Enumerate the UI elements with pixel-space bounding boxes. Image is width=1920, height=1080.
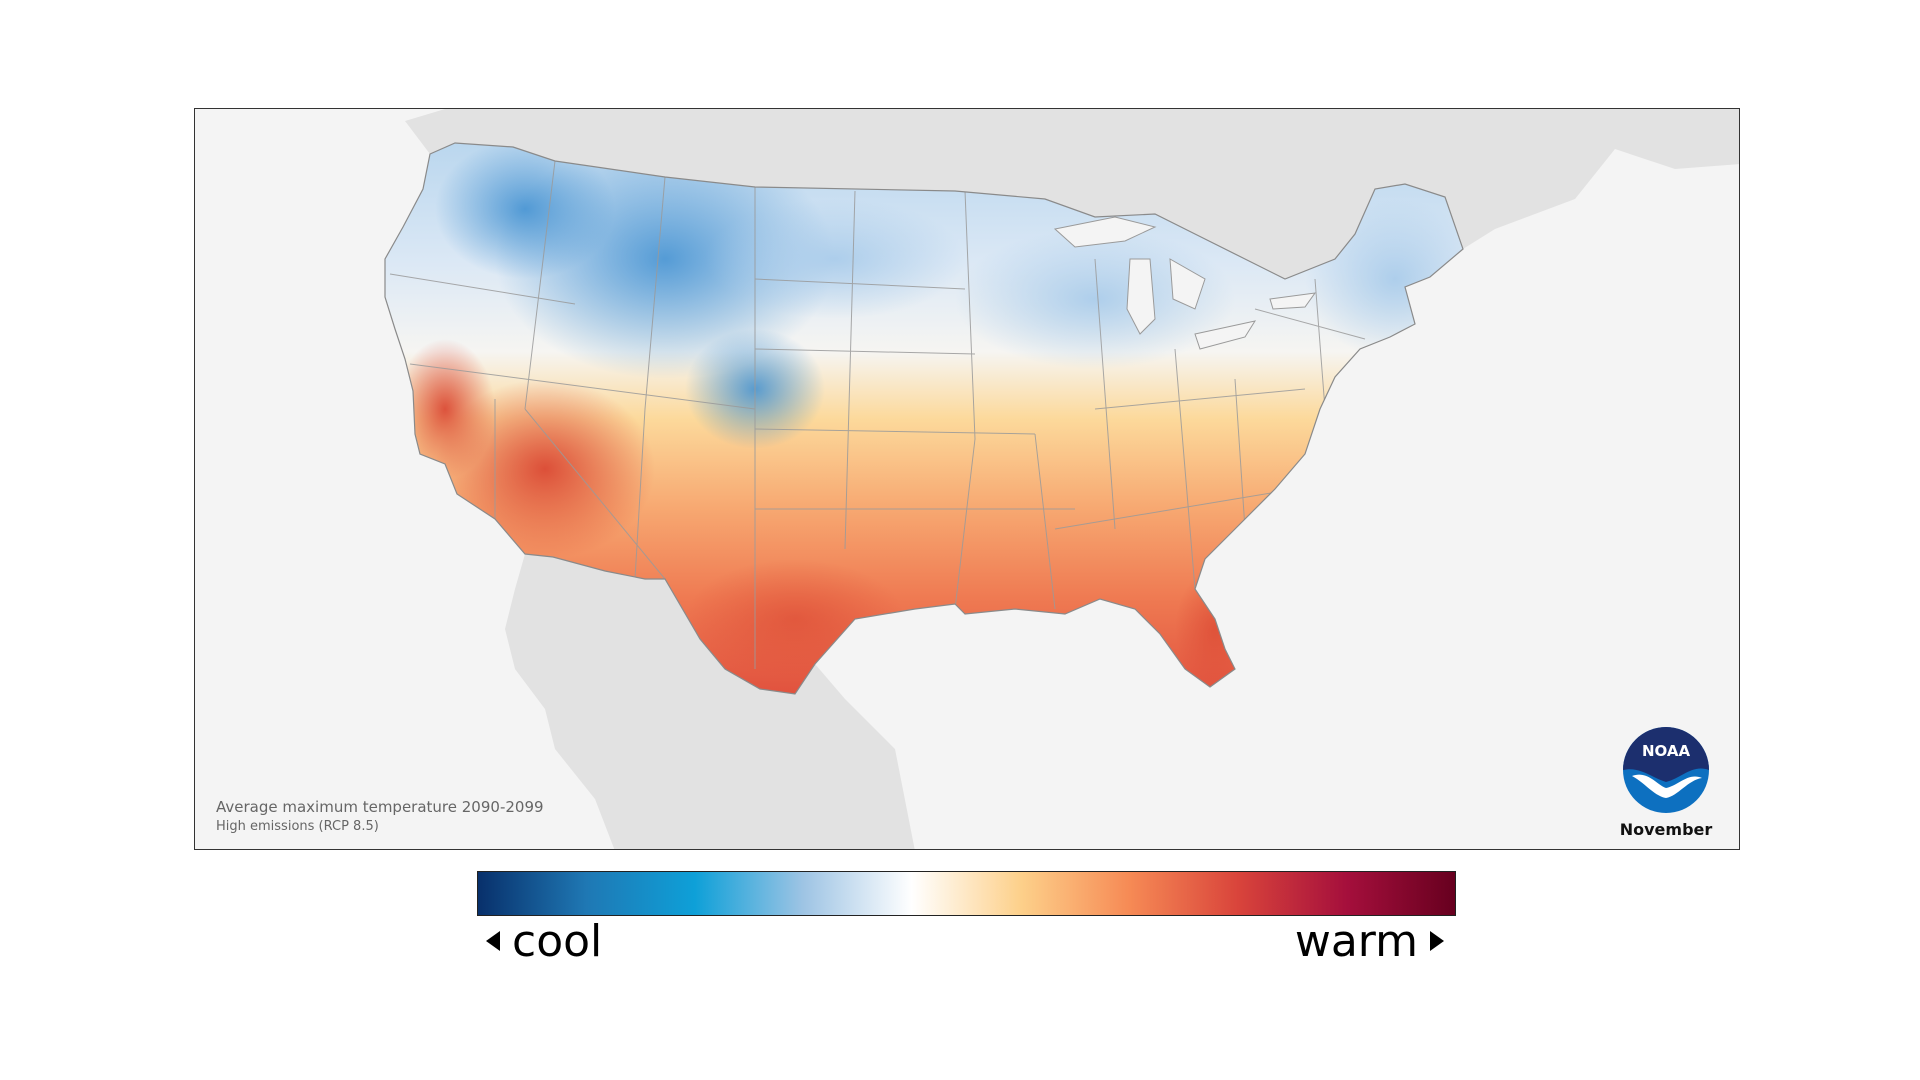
right-arrow-icon xyxy=(1430,931,1444,951)
warm-text: warm xyxy=(1294,915,1418,967)
map-caption: Average maximum temperature 2090-2099 Hi… xyxy=(216,797,544,837)
color-scale-bar xyxy=(477,871,1456,916)
temperature-map xyxy=(384,109,1739,849)
noaa-logo-block: NOAA November xyxy=(1611,726,1721,839)
noaa-logo-icon: NOAA xyxy=(1623,727,1709,813)
map-frame[interactable]: Average maximum temperature 2090-2099 Hi… xyxy=(194,108,1740,850)
canada-land xyxy=(405,109,1739,279)
left-arrow-icon xyxy=(486,931,500,951)
mexico-land xyxy=(505,554,915,849)
legend-warm-label: warm xyxy=(1295,913,1444,969)
month-label: November xyxy=(1619,820,1713,839)
noaa-logo-text: NOAA xyxy=(1642,742,1691,760)
cool-text: cool xyxy=(512,915,603,967)
caption-subtitle: High emissions (RCP 8.5) xyxy=(216,819,379,834)
great-lakes xyxy=(1053,216,1317,350)
caption-title: Average maximum temperature 2090-2099 xyxy=(216,798,544,816)
legend-cool-label: cool xyxy=(486,913,602,969)
